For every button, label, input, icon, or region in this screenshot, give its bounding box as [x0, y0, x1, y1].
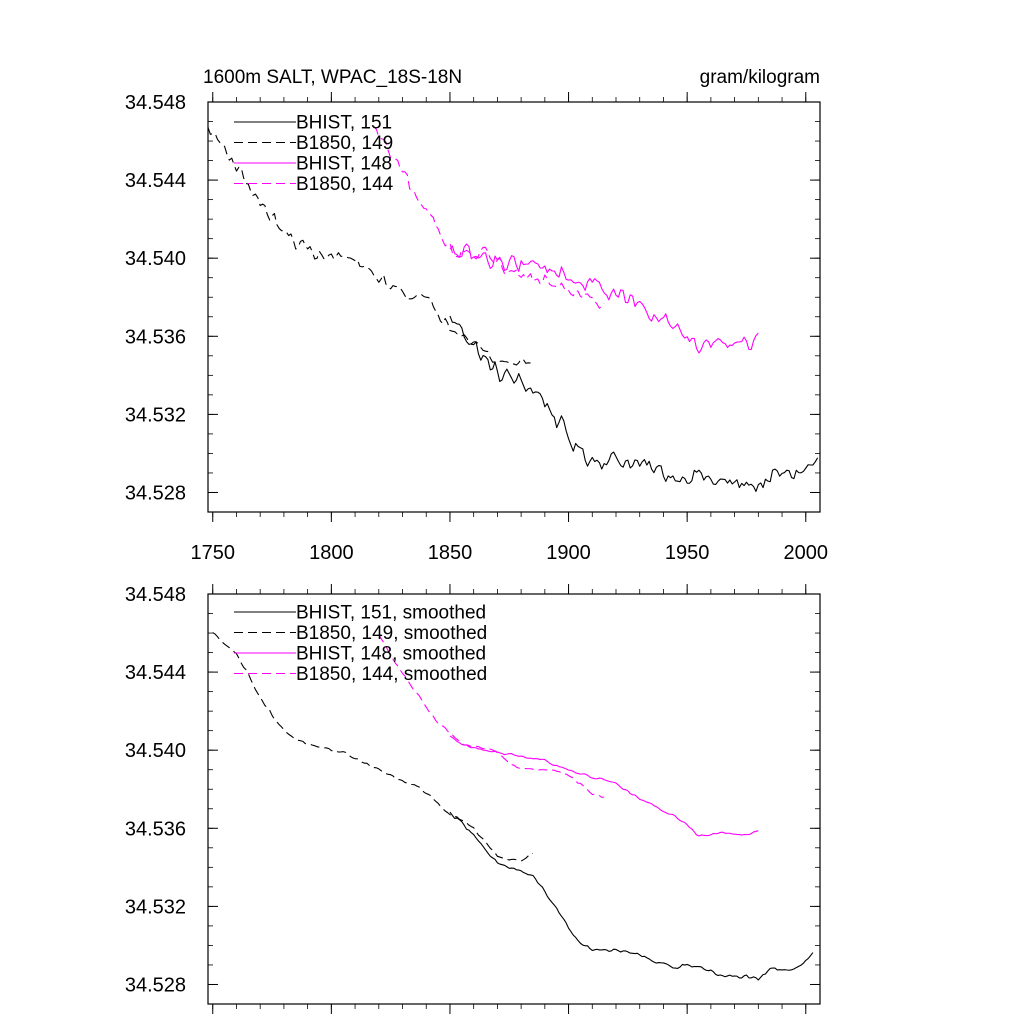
bottom-panel: 34.528 34.532 34.536 34.540 34.544 34.548 BHIS… — [125, 584, 821, 1014]
series-line-b1850-144-smoothed — [378, 634, 605, 798]
plot-frame — [207, 593, 821, 1005]
legend-label-b1850-144: B1850, 144 — [296, 174, 394, 195]
x-tick-label: 1850 — [428, 542, 473, 564]
x-tick-label: 1950 — [665, 542, 710, 564]
series-line-bhist-148 — [449, 243, 759, 354]
y-tick-label: 34.536 — [125, 818, 186, 840]
x-tick-label: 2000 — [784, 542, 829, 564]
y-tick-label: 34.544 — [125, 662, 186, 684]
legend-label-b1850-149-smoothed: B1850, 149, smoothed — [296, 623, 487, 644]
y-tick-label: 34.532 — [125, 404, 186, 426]
legend-label-bhist-151-smoothed: BHIST, 151, smoothed — [296, 603, 486, 624]
y-tick-label: 34.548 — [125, 92, 186, 114]
top-panel: 34.528 34.532 34.536 34.540 34.544 34.548 1750… — [125, 92, 828, 564]
y-tick-label: 34.540 — [125, 740, 186, 762]
legend-label-bhist-151: BHIST, 151 — [296, 113, 392, 134]
series-line-bhist-148-smoothed — [449, 735, 759, 837]
chart-title: 1600m SALT, WPAC_18S-18N — [203, 67, 462, 88]
plot-frame — [207, 101, 821, 513]
y-tick-label: 34.532 — [125, 896, 186, 918]
legend-label-b1850-149: B1850, 149 — [296, 133, 393, 154]
series-line-bhist-151-smoothed — [449, 811, 814, 981]
y-tick-label: 34.528 — [125, 974, 186, 996]
legend-label-bhist-148-smoothed: BHIST, 148, smoothed — [296, 644, 486, 665]
series-group — [212, 632, 814, 981]
y-tick-label: 34.540 — [125, 248, 186, 270]
y-tick-label: 34.544 — [125, 170, 186, 192]
series-line-b1850-149 — [208, 127, 534, 366]
series-group — [208, 126, 819, 492]
y-tick-label: 34.536 — [125, 326, 186, 348]
series-line-b1850-149-smoothed — [212, 632, 534, 862]
legend-label-b1850-144-smoothed: B1850, 144, smoothed — [296, 664, 487, 685]
series-line-bhist-151 — [449, 315, 819, 492]
legend-label-bhist-148: BHIST, 148 — [296, 154, 392, 175]
x-tick-label: 1750 — [190, 542, 235, 564]
series-line-b1850-144 — [373, 126, 605, 309]
x-tick-label: 1800 — [309, 542, 354, 564]
y-tick-label: 34.548 — [125, 584, 186, 606]
x-tick-label: 1900 — [546, 542, 591, 564]
y-tick-label: 34.528 — [125, 482, 186, 504]
units-label: gram/kilogram — [700, 67, 820, 88]
